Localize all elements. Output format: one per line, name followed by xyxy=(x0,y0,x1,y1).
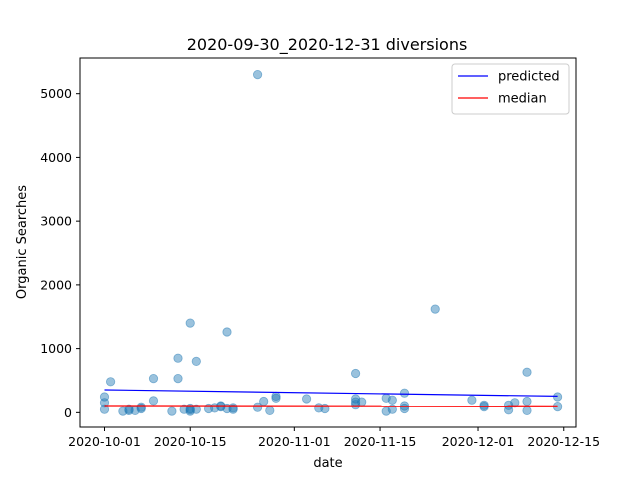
x-tick-label: 2020-12-15 xyxy=(527,434,600,449)
y-tick-label: 0 xyxy=(64,405,72,420)
data-point xyxy=(99,404,110,414)
data-point xyxy=(301,394,312,404)
legend: predicted median xyxy=(451,63,570,115)
data-point xyxy=(522,367,532,377)
y-axis-title: Organic Searches xyxy=(15,185,30,299)
data-point xyxy=(99,398,110,408)
data-point xyxy=(253,402,263,412)
data-point xyxy=(265,405,275,415)
data-point xyxy=(191,404,201,414)
data-point xyxy=(430,304,440,314)
x-tick-label: 2020-10-15 xyxy=(154,434,227,449)
data-point xyxy=(522,405,532,415)
data-point xyxy=(191,356,201,366)
chart-title: 2020-09-30_2020-12-31 diversions xyxy=(187,35,468,55)
data-point xyxy=(271,393,281,403)
data-point xyxy=(387,404,397,414)
data-point xyxy=(222,327,232,337)
x-tick-label: 2020-12-01 xyxy=(442,434,515,449)
y-tick-label: 4000 xyxy=(40,150,72,165)
data-point xyxy=(173,353,183,363)
legend-median-label: median xyxy=(498,92,547,107)
y-tick-label: 1000 xyxy=(40,341,72,356)
data-point xyxy=(185,318,195,328)
y-tick-label: 2000 xyxy=(40,277,72,292)
data-point xyxy=(399,388,410,398)
data-point xyxy=(510,398,520,408)
x-tick-label: 2020-11-15 xyxy=(344,434,417,449)
plot-frame xyxy=(79,57,577,428)
y-axis: 0 1000 2000 3000 4000 5000 xyxy=(40,86,80,420)
data-point xyxy=(228,403,238,413)
data-point xyxy=(173,373,183,384)
y-tick-label: 5000 xyxy=(40,86,72,101)
data-point xyxy=(148,373,159,384)
x-tick-label: 2020-11-01 xyxy=(258,434,331,449)
y-tick-label: 3000 xyxy=(40,214,72,229)
predicted-line xyxy=(104,389,558,397)
data-point xyxy=(357,397,367,407)
data-point xyxy=(148,396,159,406)
data-point xyxy=(253,70,263,80)
data-point xyxy=(106,377,116,387)
data-point xyxy=(350,368,361,379)
legend-predicted-label: predicted xyxy=(498,70,560,85)
data-point xyxy=(503,405,514,415)
data-point xyxy=(522,396,532,407)
x-axis-title: date xyxy=(313,456,342,471)
data-point xyxy=(399,403,410,414)
data-point xyxy=(259,396,269,407)
x-tick-label: 2020-10-01 xyxy=(68,434,141,449)
data-point xyxy=(387,395,397,405)
points-layer xyxy=(99,70,563,416)
data-point xyxy=(552,392,563,402)
x-axis: 2020-10-01 2020-10-15 2020-11-01 2020-11-15… xyxy=(68,427,600,449)
lines-layer xyxy=(104,389,558,407)
data-point xyxy=(467,395,477,405)
data-point xyxy=(167,406,177,416)
